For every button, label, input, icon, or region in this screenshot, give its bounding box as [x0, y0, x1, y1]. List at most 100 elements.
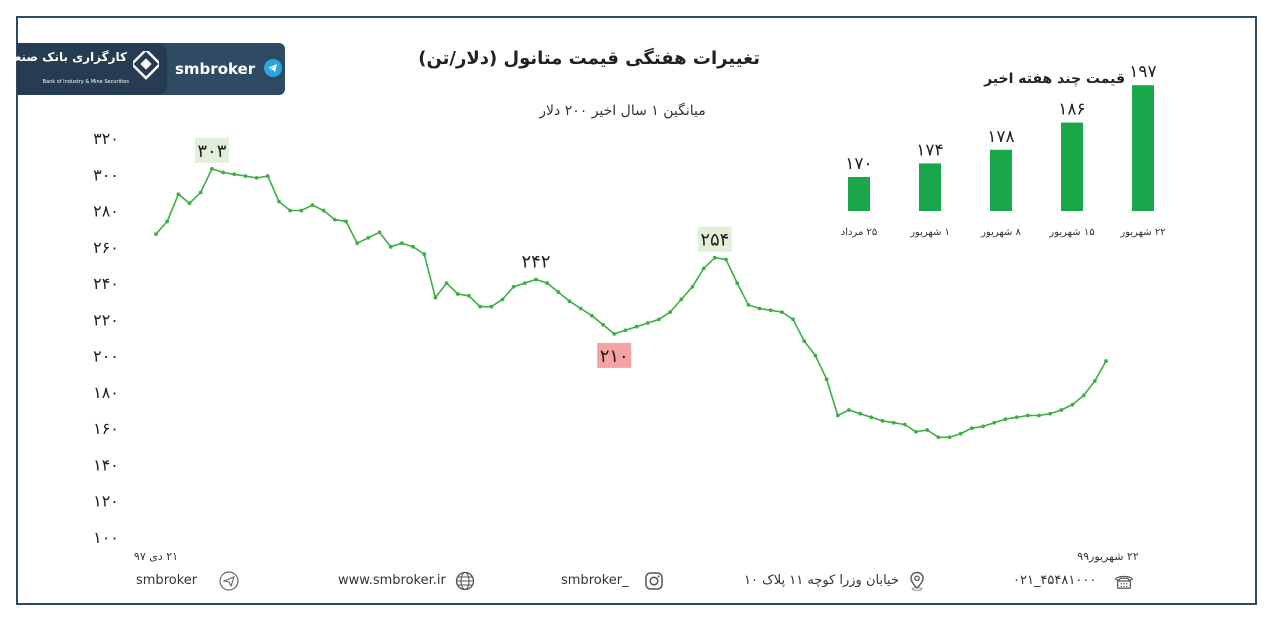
- annotation-box: [697, 226, 732, 252]
- data-point: [567, 299, 572, 304]
- telegram-icon: [264, 59, 282, 77]
- data-point: [601, 322, 605, 327]
- brand-banner: کارگزاری بانک صنعت و معدن Bank of Indust…: [0, 43, 285, 95]
- data-point: [712, 255, 717, 260]
- data-point: [891, 420, 896, 425]
- inset-chart-title: قیمت چند هفته اخیر: [984, 71, 1125, 87]
- bar: [1132, 85, 1154, 211]
- data-point: [165, 219, 170, 224]
- data-point: [679, 297, 684, 302]
- y-tick-label: ۲۲۰: [93, 310, 119, 329]
- data-point: [277, 199, 281, 204]
- data-point: [355, 241, 360, 246]
- bar-category-label: ۱۵ شهریور: [1048, 227, 1094, 238]
- data-point: [1014, 415, 1019, 420]
- data-point: [925, 428, 930, 432]
- annotation-label: ۲۴۲: [521, 251, 550, 272]
- data-point: [321, 208, 326, 213]
- data-point: [768, 308, 773, 313]
- footer-website[interactable]: www.smbroker.ir: [338, 573, 446, 588]
- data-point: [645, 321, 650, 325]
- bar-category-label: ۲۵ مرداد: [841, 227, 878, 238]
- y-tick-label: ۱۰۰: [93, 528, 119, 547]
- data-point: [847, 408, 851, 412]
- average-note: میانگین ۱ سال اخیر ۲۰۰ دلار: [539, 103, 706, 119]
- footer-brand: smbroker: [136, 573, 198, 588]
- data-point: [344, 219, 348, 224]
- data-point: [858, 411, 863, 416]
- data-point: [578, 306, 583, 311]
- bar-category-label: ۱ شهریور: [909, 227, 950, 238]
- footer-phone: ۰۲۱_۴۵۴۸۱۰۰۰: [1013, 573, 1097, 588]
- data-point: [902, 422, 907, 427]
- data-point: [187, 201, 192, 206]
- logo-mark-icon: [133, 51, 159, 80]
- footer-instagram[interactable]: smbroker_: [561, 573, 629, 588]
- data-point: [377, 230, 382, 235]
- x-start-label: ۲۱ دی ۹۷: [134, 550, 178, 563]
- logo-name: کارگزاری بانک صنعت و معدن: [0, 50, 127, 64]
- data-point: [265, 174, 270, 178]
- data-point: [634, 324, 639, 329]
- y-tick-label: ۳۰۰: [93, 165, 119, 184]
- instagram-icon: [645, 572, 663, 590]
- y-tick-label: ۲۴۰: [93, 274, 119, 293]
- data-point: [690, 284, 695, 289]
- bar: [848, 177, 870, 211]
- data-point: [366, 235, 371, 240]
- data-point: [489, 304, 494, 309]
- data-point: [701, 266, 706, 271]
- chart-title: تغییرات هفتگی قیمت متانول (دلار/تن): [418, 48, 760, 69]
- data-point: [1104, 359, 1108, 363]
- data-point: [467, 293, 471, 298]
- data-point: [612, 331, 617, 336]
- data-point: [992, 420, 997, 425]
- data-point: [198, 190, 203, 195]
- data-point: [332, 217, 337, 222]
- data-point: [154, 232, 158, 237]
- annotation-label: ۳۰۳: [197, 141, 226, 162]
- y-tick-label: ۱۲۰: [93, 492, 119, 511]
- data-point: [478, 304, 483, 309]
- data-point: [724, 257, 728, 262]
- annotation-box: [194, 137, 229, 163]
- data-point: [209, 166, 214, 171]
- data-point: [221, 170, 225, 175]
- bar-value-label: ۱۷۴: [916, 140, 943, 160]
- y-tick-label: ۳۲۰: [93, 129, 119, 148]
- data-point: [981, 424, 985, 429]
- phone-icon: [1115, 575, 1133, 589]
- location-pin-icon: [910, 571, 924, 591]
- data-point: [914, 429, 918, 434]
- data-point: [623, 328, 628, 333]
- data-point: [556, 290, 561, 295]
- data-point: [779, 310, 784, 315]
- data-point: [1092, 379, 1097, 383]
- data-point: [1048, 411, 1053, 416]
- data-point: [791, 317, 795, 322]
- y-tick-label: ۱۸۰: [93, 383, 119, 402]
- data-point: [422, 252, 427, 256]
- data-point: [399, 241, 404, 246]
- bar: [1061, 122, 1083, 211]
- series-line: [155, 167, 1107, 439]
- data-point: [1081, 393, 1086, 398]
- data-point: [589, 313, 594, 318]
- annotation-label: ۲۱۰: [600, 346, 629, 367]
- data-point: [958, 431, 963, 436]
- data-point: [1025, 413, 1030, 418]
- footer-address: خیابان وزرا کوچه ۱۱ پلاک ۱۰: [744, 573, 900, 588]
- bar-value-label: ۱۷۸: [987, 127, 1014, 147]
- data-point: [176, 192, 181, 197]
- data-point: [411, 244, 415, 249]
- data-point: [757, 306, 762, 311]
- bar: [990, 149, 1012, 211]
- data-point: [813, 353, 818, 358]
- y-tick-label: ۲۸۰: [93, 202, 119, 221]
- logo-english-name: Bank of Industry & Mine Securities: [42, 79, 129, 85]
- bar-value-label: ۱۹۷: [1129, 62, 1156, 82]
- data-point: [668, 310, 673, 315]
- annotation-box: [597, 342, 632, 368]
- data-point: [869, 415, 874, 420]
